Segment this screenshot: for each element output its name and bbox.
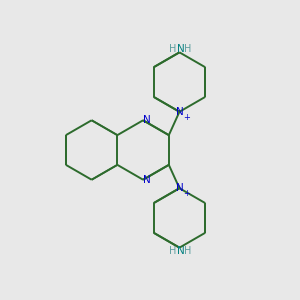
Text: N: N (177, 246, 184, 256)
Text: H: H (169, 44, 177, 54)
Text: N: N (176, 107, 183, 117)
Text: N: N (143, 175, 151, 185)
Text: +: + (183, 189, 190, 198)
Text: N: N (176, 183, 183, 193)
Text: H: H (169, 246, 177, 256)
Text: H: H (184, 44, 192, 54)
Text: N: N (177, 44, 184, 54)
Text: N: N (143, 115, 151, 125)
Text: +: + (183, 112, 190, 122)
Text: H: H (184, 246, 192, 256)
